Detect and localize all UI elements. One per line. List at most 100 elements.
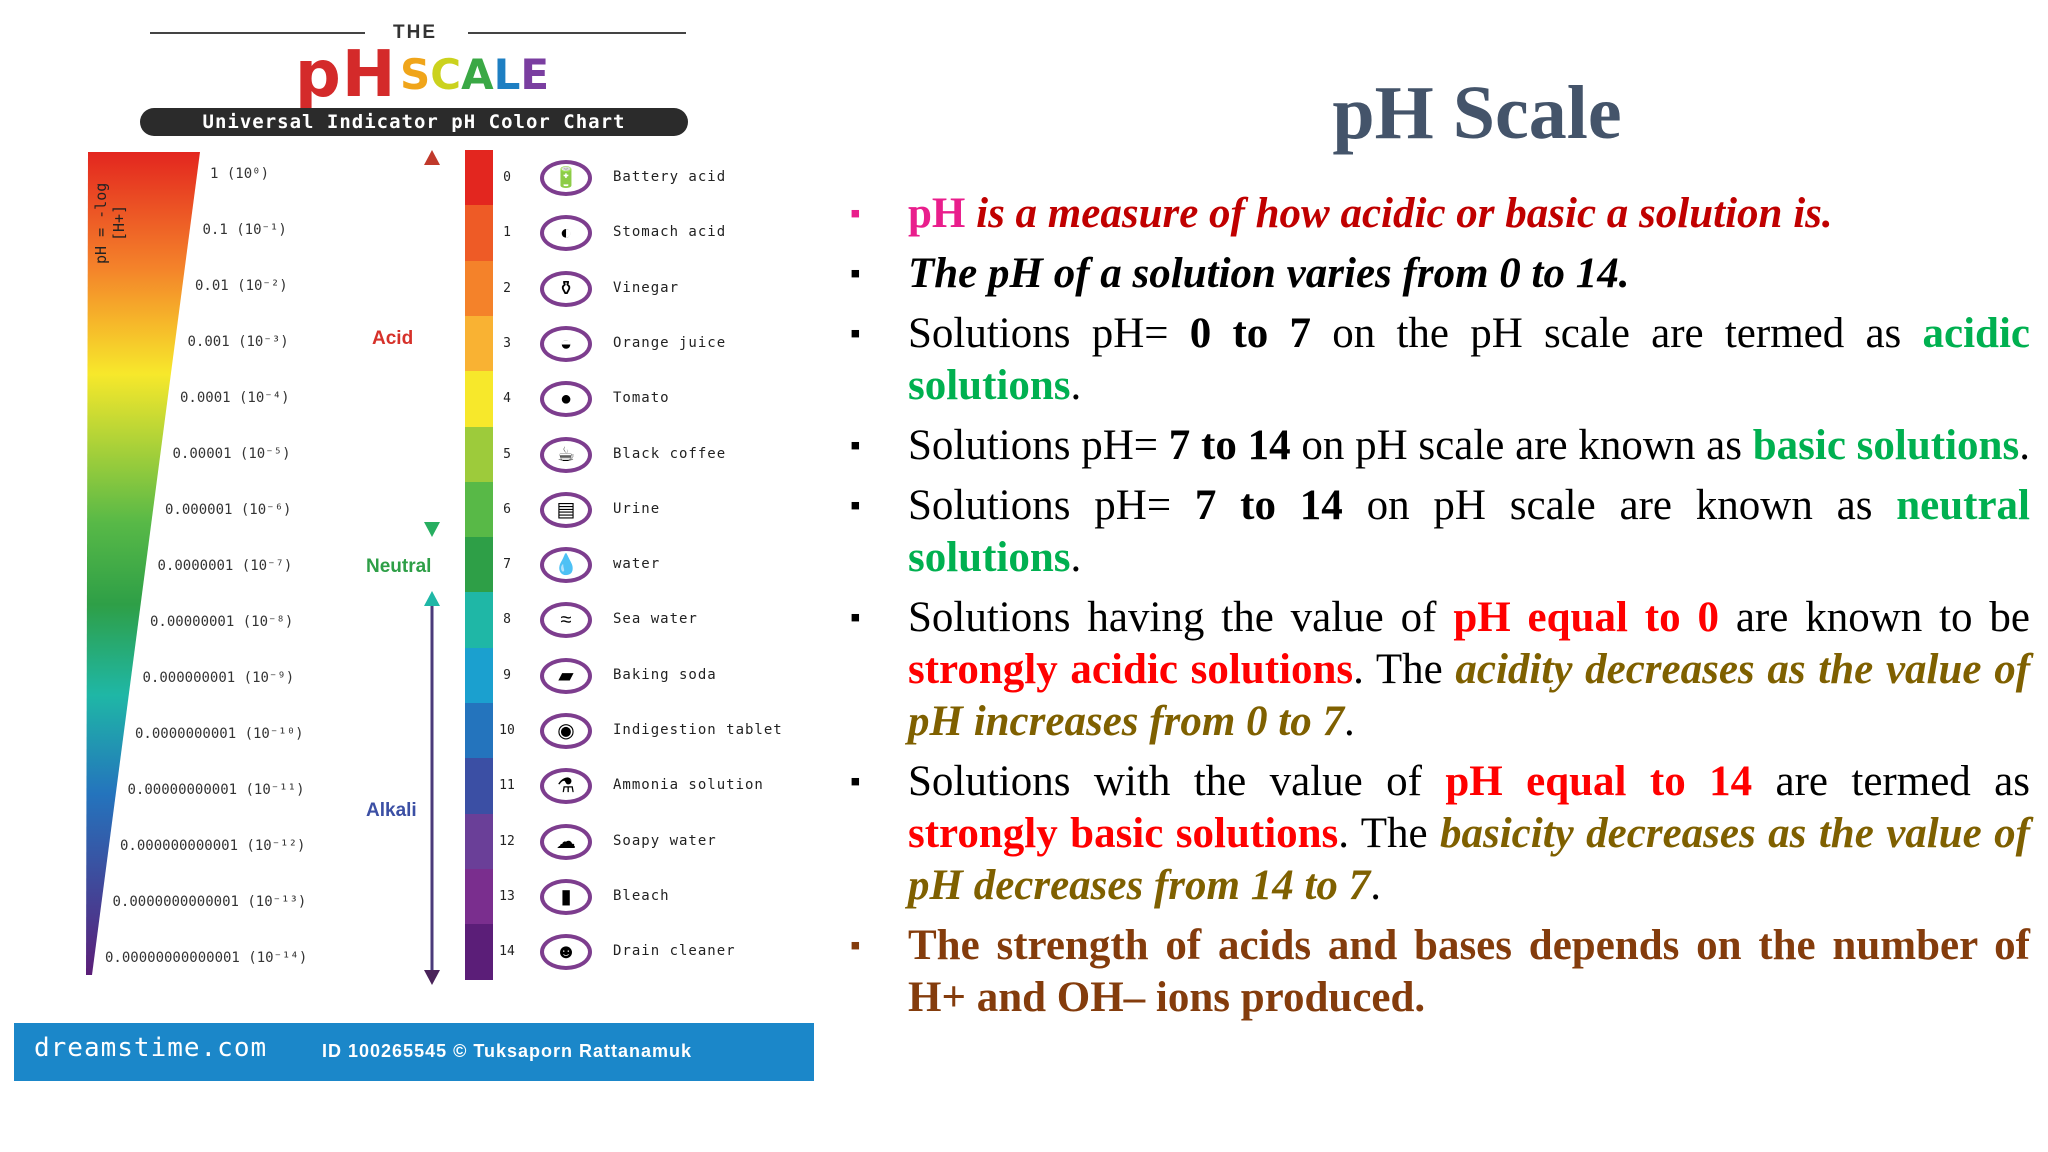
bullet-marker: ▪ <box>850 257 861 290</box>
ph-color-cell <box>465 813 493 870</box>
substance-label: Tomato <box>613 390 670 407</box>
ph-color-cell <box>465 205 493 262</box>
bullet-marker: ▪ <box>850 429 861 462</box>
ph-color-cell <box>465 481 493 538</box>
concentration-label: 0.0000000000001 (10⁻¹³) <box>112 894 307 910</box>
acid-label: Acid <box>372 328 414 349</box>
concentration-label: 0.0000000001 (10⁻¹⁰) <box>135 726 304 742</box>
orange-icon: ◒ <box>540 325 592 362</box>
ph-value: 12 <box>499 833 515 849</box>
ph-color-cell <box>465 537 493 594</box>
substance-label: Black coffee <box>613 445 727 462</box>
header-the: THE <box>393 22 437 43</box>
ph-value: 3 <box>503 335 511 351</box>
vinegar-icon: ⚱ <box>540 270 592 307</box>
drain-icon: ☻ <box>540 934 592 971</box>
ph-value: 14 <box>499 944 515 960</box>
baking-soda-icon: ▰ <box>540 657 592 694</box>
ph-color-cell <box>465 647 493 704</box>
substance-label: Drain cleaner <box>613 943 736 960</box>
substance-label: Stomach acid <box>613 224 727 241</box>
substance-label: Soapy water <box>613 832 717 849</box>
substance-label: Battery acid <box>613 169 727 185</box>
logo-scale: SCALE <box>400 50 550 99</box>
concentration-label: 0.0001 (10⁻⁴) <box>180 390 290 406</box>
substance-label: Urine <box>613 500 661 517</box>
concentration-label: 0.0000001 (10⁻⁷) <box>157 558 293 574</box>
alkali-label: Alkali <box>366 800 417 821</box>
substance-label: Bleach <box>613 887 670 904</box>
bullet-strong-base: ▪ Solutions with the value of pH equal t… <box>850 758 2031 909</box>
ph-scale-infographic: THE pH SCALE Universal Indicator pH Colo… <box>0 0 820 1081</box>
ph-value: 13 <box>499 888 515 904</box>
ph-value: 6 <box>503 501 511 517</box>
ph-value: 9 <box>503 667 511 683</box>
ph-color-cell <box>465 150 493 206</box>
ph-color-cell <box>465 592 493 649</box>
ph-value: 0 <box>503 170 511 185</box>
ph-color-cell <box>465 426 493 483</box>
ph-color-cell <box>465 868 493 925</box>
substance-label: Baking soda <box>613 666 717 683</box>
bullet-marker: ▪ <box>850 765 861 798</box>
neutral-label: Neutral <box>366 556 432 577</box>
concentration-label: 0.000000000001 (10⁻¹²) <box>120 838 306 854</box>
bullet-marker: ▪ <box>850 489 861 522</box>
bullet-marker: ▪ <box>850 601 861 634</box>
ph-value: 1 <box>503 225 511 241</box>
coffee-icon: ☕ <box>540 436 592 473</box>
concentration-label: 0.00000000000001 (10⁻¹⁴) <box>105 950 308 966</box>
log-formula-label: pH = -log [H+] <box>92 182 128 264</box>
ph-color-cell <box>465 758 493 815</box>
bullet-basic: ▪ Solutions pH= 7 to 14 on pH scale are … <box>820 420 2030 472</box>
soap-icon: ☁ <box>540 823 592 860</box>
concentration-triangle <box>86 150 440 985</box>
ph-value: 7 <box>503 557 511 573</box>
concentration-label: 0.00001 (10⁻⁵) <box>172 446 291 462</box>
ph-value: 8 <box>503 612 511 628</box>
bullet-ph-definition: ▪ pH is a measure of how acidic or basic… <box>820 188 2030 240</box>
ph-color-cell <box>465 315 493 372</box>
ph-value: 4 <box>503 391 511 407</box>
stomach-icon: ◐ <box>540 215 592 252</box>
header-rule-right <box>468 32 686 34</box>
ph-color-cell <box>465 703 493 759</box>
substance-label: Orange juice <box>613 334 727 351</box>
image-credit-footer: dreamstime.com ID 100265545 © Tuksaporn … <box>14 1023 814 1081</box>
concentration-label: 0.001 (10⁻³) <box>187 334 289 350</box>
footer-brand: dreamstime.com <box>34 1033 268 1063</box>
bullet-acidic: ▪ Solutions pH= 0 to 7 on the pH scale a… <box>850 310 2030 409</box>
substance-label: Vinegar <box>613 279 680 296</box>
chart-banner: Universal Indicator pH Color Chart <box>140 108 688 136</box>
bleach-icon: ▮ <box>540 878 592 915</box>
slide-title: pH Scale <box>1332 71 1622 155</box>
wave-icon: ≈ <box>540 602 592 639</box>
concentration-label: 1 (10⁰) <box>210 166 270 182</box>
ph-value: 11 <box>499 778 515 794</box>
bullet-neutral: ▪ Solutions pH= 7 to 14 on pH scale are … <box>850 482 2031 581</box>
concentration-label: 0.000000001 (10⁻⁹) <box>142 670 295 686</box>
substance-label: Ammonia solution <box>613 777 764 794</box>
ph-color-cell <box>465 260 493 317</box>
ph-value: 2 <box>503 280 511 296</box>
bullet-ph-range: ▪ The pH of a solution varies from 0 to … <box>820 248 2030 300</box>
bullet-marker: ▪ <box>850 929 861 962</box>
ph-value: 5 <box>503 446 511 462</box>
tablet-icon: ◉ <box>540 713 592 749</box>
ph-value: 10 <box>499 723 515 738</box>
battery-icon: 🔋 <box>540 160 592 196</box>
concentration-label: 0.1 (10⁻¹) <box>202 222 287 238</box>
concentration-label: 0.00000001 (10⁻⁸) <box>150 614 294 630</box>
flask-icon: ⚗ <box>540 768 592 805</box>
bullet-strong-acid: ▪ Solutions having the value of pH equal… <box>850 594 2031 745</box>
logo-ph: pH <box>295 38 397 112</box>
substance-label: Indigestion tablet <box>613 722 783 738</box>
bullet-list: ▪ pH is a measure of how acidic or basic… <box>820 188 2030 1032</box>
header-rule-left <box>150 32 365 34</box>
bullet-strength: ▪ The strength of acids and bases depend… <box>850 922 2030 1021</box>
tomato-icon: ● <box>540 381 592 418</box>
footer-credit: ID 100265545 © Tuksaporn Rattanamuk <box>322 1041 693 1061</box>
ph-color-cell <box>465 371 493 428</box>
urine-icon: ▤ <box>540 491 592 528</box>
concentration-label: 0.000001 (10⁻⁶) <box>165 502 292 518</box>
